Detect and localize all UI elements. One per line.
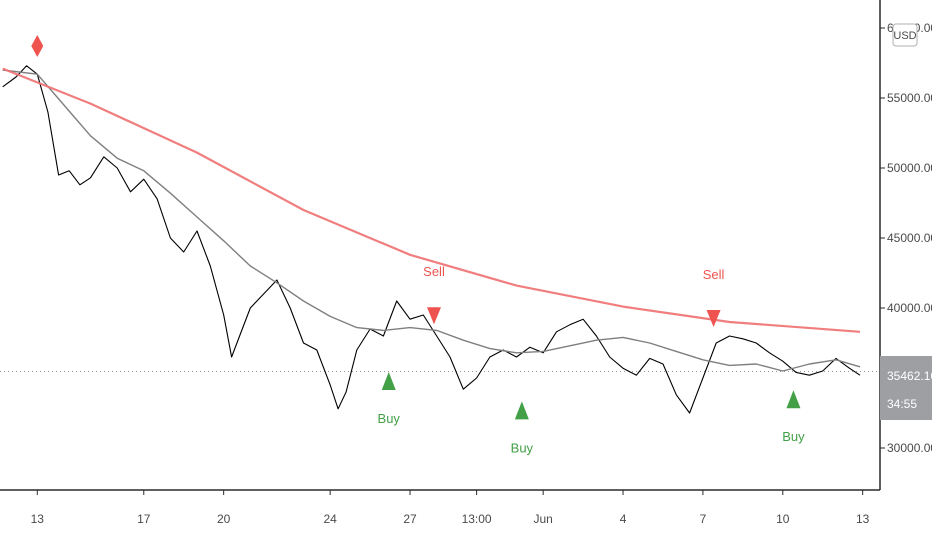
x-tick-label: Jun	[533, 512, 552, 526]
x-tick-label: 7	[700, 512, 707, 526]
buy-arrow	[381, 372, 396, 390]
x-tick-label: 27	[403, 512, 417, 526]
x-axis[interactable]: 13 17 20 24 27 13:00 Jun 4 7 10 13	[31, 490, 870, 526]
last-price-label: 35462.16	[887, 369, 932, 383]
buy-label: Buy	[782, 429, 805, 444]
y-tick-label: 40000.00	[887, 301, 932, 315]
x-tick-label: 13	[856, 512, 870, 526]
x-tick-label: 24	[323, 512, 337, 526]
buy-arrow	[514, 401, 529, 420]
y-tick-label: 45000.00	[887, 231, 932, 245]
plot-area[interactable]	[0, 65, 880, 414]
sell-arrow	[427, 307, 441, 325]
price-series[interactable]	[2, 65, 861, 414]
x-tick-label: 13:00	[462, 512, 492, 526]
x-tick-label: 4	[620, 512, 627, 526]
x-tick-label: 17	[137, 512, 151, 526]
sell-arrow	[706, 310, 721, 327]
x-tick-label: 20	[217, 512, 231, 526]
signals-layer: Sell Sell Buy Buy Buy	[31, 35, 805, 455]
countdown-label: 34:55	[887, 397, 917, 411]
y-tick-label: 50000.00	[887, 161, 932, 175]
x-tick-label: 13	[31, 512, 45, 526]
sell-label: Sell	[703, 267, 725, 282]
y-tick-label: 30000.00	[887, 441, 932, 455]
buy-label: Buy	[511, 440, 534, 455]
last-price-tag: 35462.16 34:55	[880, 356, 932, 420]
x-tick-label: 10	[776, 512, 790, 526]
buy-label: Buy	[378, 411, 401, 426]
entry-diamond	[31, 35, 44, 57]
slow-moving-average[interactable]	[2, 67, 861, 333]
fast-moving-average[interactable]	[2, 69, 861, 372]
buy-arrow	[786, 390, 801, 409]
currency-badge[interactable]: USD	[892, 23, 918, 47]
currency-label: USD	[893, 30, 916, 42]
sell-label: Sell	[423, 264, 445, 279]
y-tick-label: 55000.00	[887, 91, 932, 105]
